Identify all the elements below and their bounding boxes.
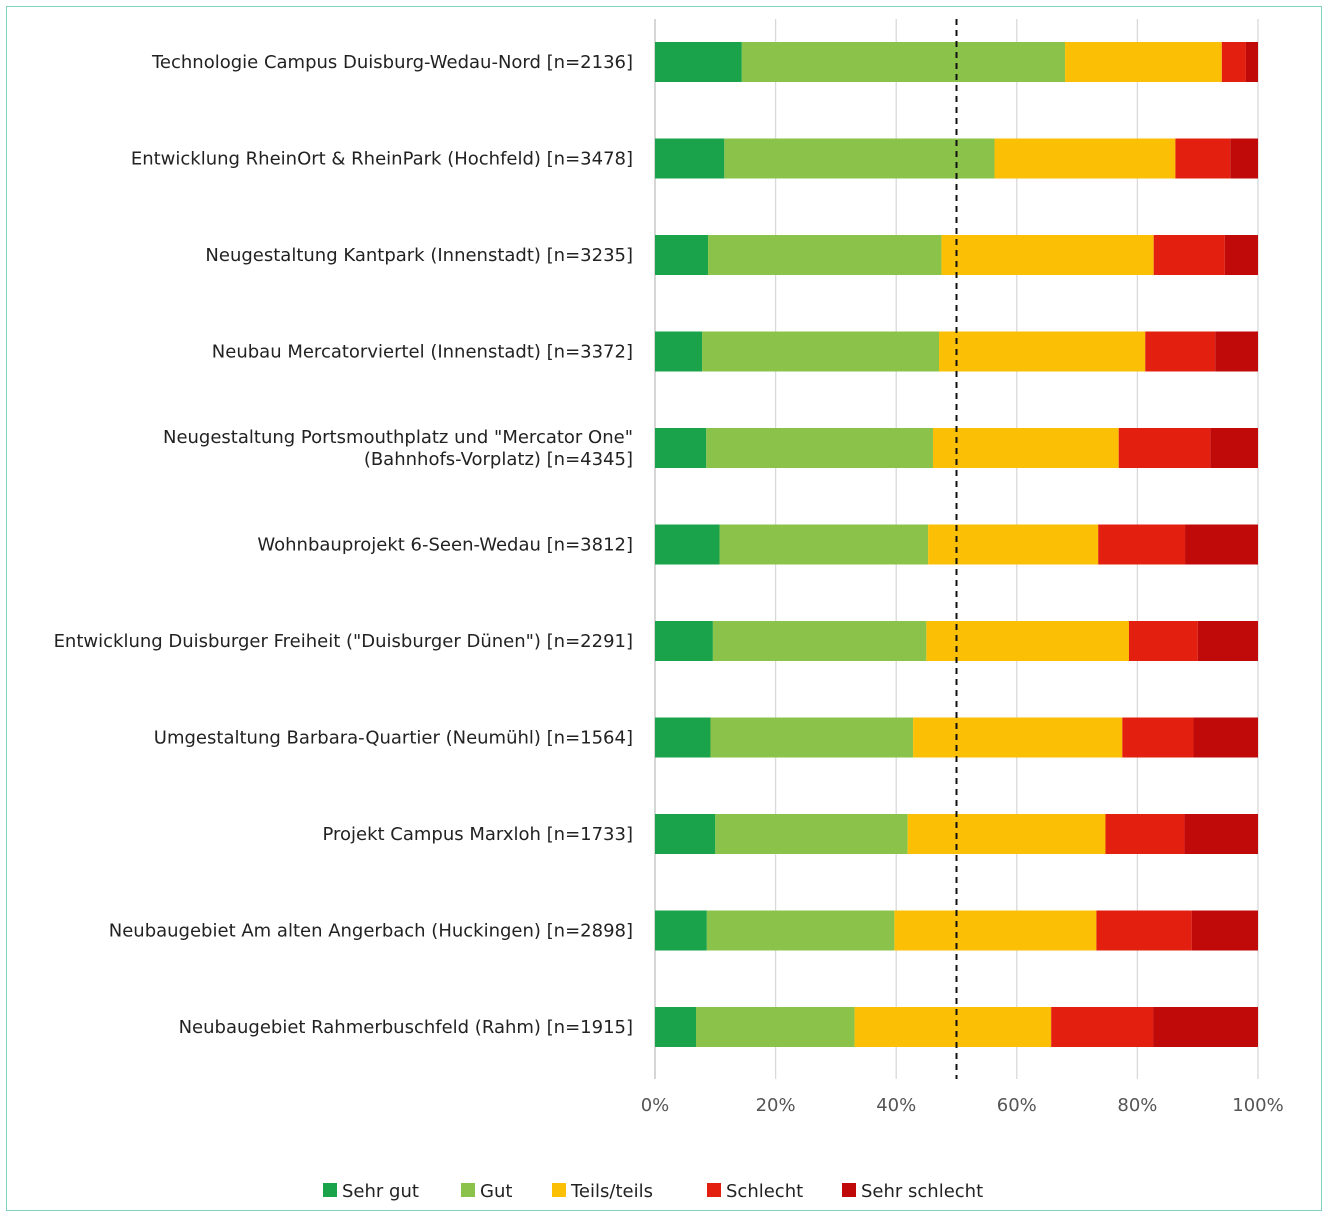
x-tick-label: 0% bbox=[641, 1095, 670, 1116]
bar-segment bbox=[719, 524, 929, 565]
category-label: Neubaugebiet Rahmerbuschfeld (Rahm) [n=1… bbox=[179, 1017, 633, 1038]
category-label: Projekt Campus Marxloh [n=1733] bbox=[322, 824, 633, 845]
bar-segment bbox=[741, 42, 1066, 82]
bar-segment bbox=[655, 331, 703, 372]
bar-segment bbox=[1210, 428, 1258, 468]
bar-segment bbox=[655, 428, 707, 468]
bar-segment bbox=[655, 235, 709, 275]
category-label: (Bahnhofs-Vorplatz) [n=4345] bbox=[364, 449, 633, 470]
bar-segment bbox=[854, 1007, 1052, 1047]
legend-label: Sehr gut bbox=[342, 1181, 419, 1202]
bar-segment bbox=[696, 1007, 855, 1047]
bar-segment bbox=[655, 138, 725, 179]
bar-segment bbox=[1096, 910, 1192, 951]
bar-segment bbox=[715, 814, 908, 854]
legend-label: Gut bbox=[480, 1181, 512, 1202]
bar-segment bbox=[702, 331, 940, 372]
category-label: Umgestaltung Barbara-Quartier (Neumühl) … bbox=[154, 728, 633, 749]
legend-swatch bbox=[323, 1183, 337, 1197]
category-label: Technologie Campus Duisburg-Wedau-Nord [… bbox=[151, 52, 633, 73]
bar-segment bbox=[712, 621, 927, 661]
bar-segment bbox=[1193, 717, 1258, 758]
bar-segment bbox=[1105, 814, 1185, 854]
bar-segment bbox=[1184, 814, 1258, 854]
legend-swatch bbox=[552, 1183, 566, 1197]
x-tick-label: 40% bbox=[876, 1095, 916, 1116]
bar-segment bbox=[655, 814, 716, 854]
legend-label: Schlecht bbox=[726, 1181, 803, 1202]
bar-segment bbox=[907, 814, 1106, 854]
category-label: Neugestaltung Kantpark (Innenstadt) [n=3… bbox=[205, 245, 633, 266]
bar-segment bbox=[994, 138, 1176, 179]
category-label: Entwicklung Duisburger Freiheit ("Duisbu… bbox=[54, 631, 633, 652]
bar-segment bbox=[655, 717, 711, 758]
legend-swatch bbox=[707, 1183, 721, 1197]
bar-segment bbox=[926, 621, 1129, 661]
bar-segment bbox=[1224, 235, 1258, 275]
bar-segment bbox=[913, 717, 1123, 758]
bar-segment bbox=[1221, 42, 1246, 82]
x-tick-label: 80% bbox=[1117, 1095, 1157, 1116]
category-label: Neubaugebiet Am alten Angerbach (Hucking… bbox=[109, 921, 633, 942]
bar-segment bbox=[1122, 717, 1194, 758]
bar-segment bbox=[928, 524, 1099, 565]
bar-segment bbox=[1098, 524, 1186, 565]
bar-segment bbox=[655, 621, 713, 661]
bar-segment bbox=[710, 717, 914, 758]
bar-segment bbox=[1185, 524, 1258, 565]
bar-segment bbox=[1065, 42, 1222, 82]
category-label: Wohnbauprojekt 6-Seen-Wedau [n=3812] bbox=[257, 535, 633, 556]
bar-segment bbox=[655, 524, 720, 565]
chart-frame: 0% 20% 40% 60% 80% 100% Technologie Campus Dui… bbox=[6, 6, 1322, 1211]
x-tick-label: 20% bbox=[756, 1095, 796, 1116]
bar-segment bbox=[706, 910, 895, 951]
bar-segment bbox=[1145, 331, 1216, 372]
category-label: Entwicklung RheinOrt & RheinPark (Hochfe… bbox=[131, 149, 633, 170]
category-label: Neugestaltung Portsmouthplatz und "Merca… bbox=[163, 427, 633, 448]
bar-segment bbox=[1153, 235, 1225, 275]
bar-segment bbox=[1153, 1007, 1258, 1047]
bar-segment bbox=[932, 428, 1119, 468]
bar-segment bbox=[939, 331, 1146, 372]
legend-swatch bbox=[842, 1183, 856, 1197]
bar-segment bbox=[941, 235, 1154, 275]
bar-segment bbox=[1118, 428, 1211, 468]
bar-segment bbox=[1215, 331, 1258, 372]
bar-segment bbox=[1051, 1007, 1154, 1047]
bar-segment bbox=[706, 428, 933, 468]
stacked-bar-chart: 0% 20% 40% 60% 80% 100% Technologie Campus Dui… bbox=[54, 19, 1284, 1202]
bar-segment bbox=[1175, 138, 1231, 179]
x-tick-label: 100% bbox=[1232, 1095, 1283, 1116]
bar-segment bbox=[655, 42, 742, 82]
legend-label: Teils/teils bbox=[570, 1181, 653, 1202]
bar-segment bbox=[1191, 910, 1258, 951]
bar-segment bbox=[1245, 42, 1258, 82]
bar-segment bbox=[1197, 621, 1258, 661]
bar-segment bbox=[655, 1007, 697, 1047]
legend-swatch bbox=[461, 1183, 475, 1197]
bar-segment bbox=[724, 138, 995, 179]
bar-segment bbox=[655, 910, 707, 951]
bar-segment bbox=[894, 910, 1097, 951]
bar-segment bbox=[708, 235, 942, 275]
bar-segment bbox=[1230, 138, 1258, 179]
legend-label: Sehr schlecht bbox=[861, 1181, 983, 1202]
category-label: Neubau Mercatorviertel (Innenstadt) [n=3… bbox=[212, 342, 633, 363]
bar-segment bbox=[1128, 621, 1198, 661]
x-tick-label: 60% bbox=[997, 1095, 1037, 1116]
